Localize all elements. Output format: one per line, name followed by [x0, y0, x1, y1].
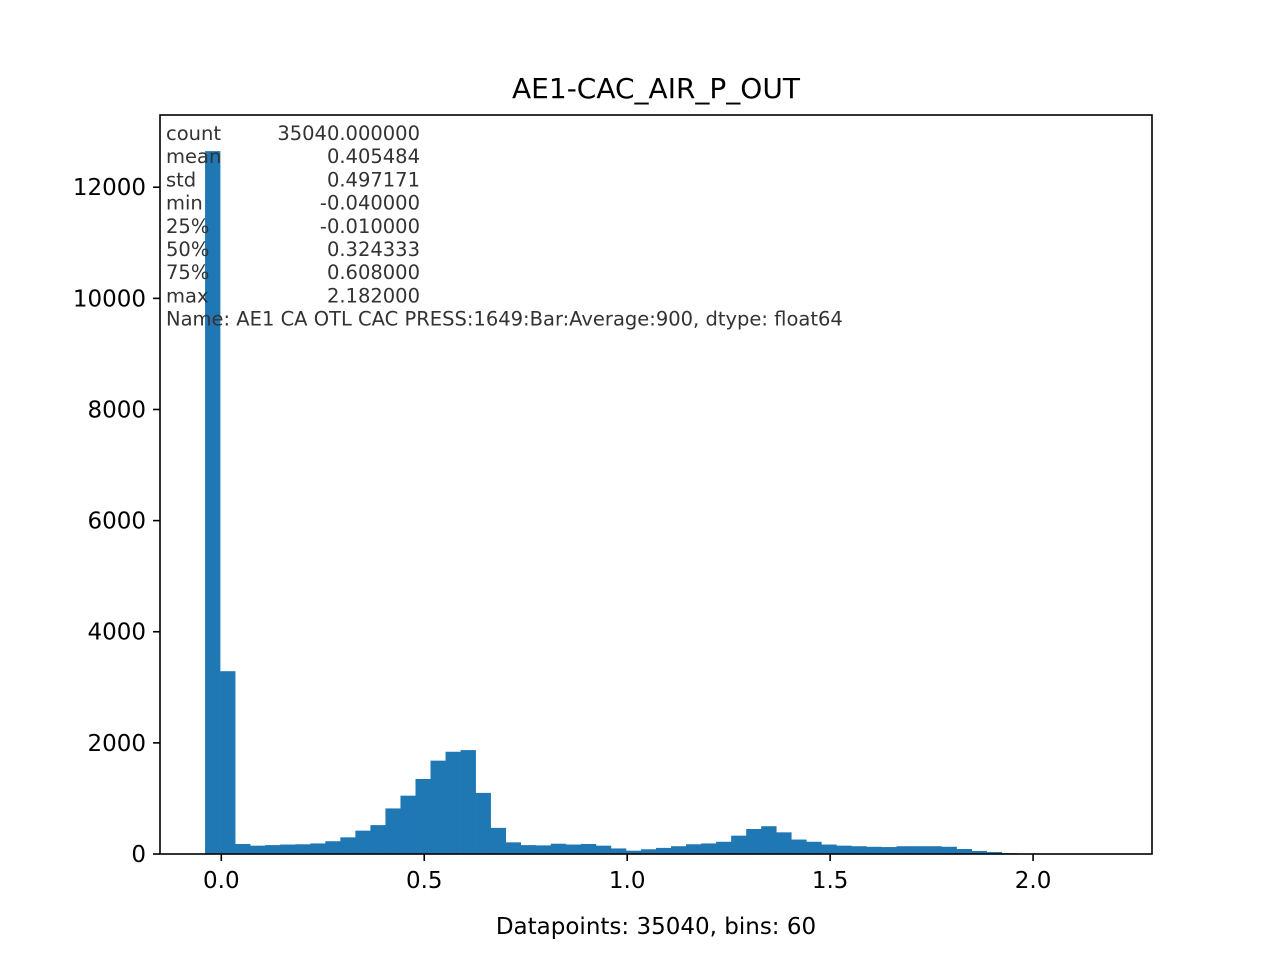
- histogram-bar: [701, 843, 717, 854]
- histogram-bar: [430, 760, 446, 854]
- histogram-bar: [235, 844, 251, 854]
- histogram-bar: [460, 750, 476, 854]
- histogram-bar: [415, 778, 431, 854]
- histogram-bar: [640, 849, 657, 854]
- y-tick-label: 4000: [87, 620, 146, 646]
- stats-label: max: [166, 284, 209, 307]
- histogram-bar: [400, 795, 416, 854]
- histogram-bar: [355, 830, 371, 854]
- histogram-bar: [310, 843, 326, 854]
- y-tick-label: 2000: [87, 731, 146, 757]
- histogram-bar: [716, 841, 732, 854]
- histogram-bar: [971, 850, 987, 854]
- histogram-bar: [250, 845, 266, 854]
- stats-label: mean: [166, 145, 221, 168]
- y-tick-label: 0: [131, 842, 146, 868]
- x-tick-label: 2.0: [1015, 868, 1052, 894]
- stats-value: 35040.000000: [277, 122, 420, 145]
- histogram-bar: [370, 825, 386, 854]
- histogram-bar: [475, 792, 491, 854]
- x-tick-label: 0.0: [203, 868, 240, 894]
- stats-value: -0.040000: [320, 192, 420, 215]
- histogram-bar: [806, 841, 822, 854]
- histogram-bar: [205, 151, 221, 854]
- histogram-bar: [836, 845, 852, 854]
- histogram-bar: [265, 845, 281, 854]
- histogram-bar: [821, 844, 837, 854]
- stats-label: count: [166, 122, 221, 145]
- histogram-bar: [325, 841, 341, 854]
- histogram-bar: [565, 844, 582, 854]
- y-axis: 0 2000 4000 6000 8000 10000 12000: [73, 175, 160, 868]
- histogram-bar: [295, 844, 311, 854]
- histogram-bar: [731, 835, 747, 854]
- histogram-bar: [746, 829, 762, 854]
- x-axis-label: Datapoints: 35040, bins: 60: [496, 914, 816, 940]
- histogram-bar: [445, 751, 461, 854]
- chart-title: AE1-CAC_AIR_P_OUT: [512, 72, 801, 105]
- histogram-bar: [941, 846, 957, 854]
- stats-label: std: [166, 168, 196, 191]
- histogram-bar: [280, 844, 296, 854]
- histogram-bar: [625, 850, 642, 854]
- histogram-bar: [490, 827, 506, 854]
- y-tick-label: 8000: [87, 397, 146, 423]
- stats-value: 0.405484: [327, 145, 420, 168]
- plot-frame: [159, 114, 1153, 855]
- stats-label: 25%: [166, 215, 209, 238]
- histogram-bar: [220, 671, 236, 854]
- histogram-bar: [656, 847, 672, 854]
- y-tick-label: 10000: [73, 286, 146, 312]
- histogram-bar: [550, 843, 567, 854]
- histogram-bar: [671, 846, 687, 854]
- x-tick-label: 0.5: [406, 868, 443, 894]
- histogram-bar: [866, 846, 882, 854]
- x-tick-label: 1.5: [812, 868, 849, 894]
- histogram-bar: [986, 852, 1003, 854]
- histogram-bar: [881, 847, 897, 854]
- histogram-bar: [686, 844, 702, 854]
- histogram-bar: [896, 846, 912, 854]
- histogram-bar: [520, 845, 537, 854]
- stats-label: 50%: [166, 238, 209, 261]
- histogram-bar: [610, 848, 627, 854]
- histogram-bars: [205, 151, 1108, 854]
- histogram-bar: [791, 839, 807, 854]
- stats-label: 75%: [166, 261, 209, 284]
- histogram-bar: [911, 846, 927, 854]
- y-tick-label: 6000: [87, 509, 146, 535]
- stats-footer: Name: AE1 CA OTL CAC PRESS:1649:Bar:Aver…: [166, 308, 843, 331]
- histogram-bar: [505, 842, 522, 854]
- stats-value: 0.324333: [327, 238, 420, 261]
- stats-value: 0.497171: [327, 168, 420, 191]
- histogram-bar: [776, 832, 792, 854]
- histogram-bar: [761, 826, 777, 854]
- x-axis: 0.0 0.5 1.0 1.5 2.0: [203, 854, 1051, 894]
- histogram-bar: [535, 845, 552, 854]
- histogram-bar: [595, 845, 612, 854]
- stats-value: 0.608000: [327, 261, 420, 284]
- y-tick-label: 12000: [73, 175, 146, 201]
- stats-value: -0.010000: [320, 215, 420, 238]
- x-tick-label: 1.0: [609, 868, 646, 894]
- histogram-bar: [956, 849, 972, 854]
- histogram-bar: [385, 808, 401, 854]
- histogram-bar: [926, 846, 942, 854]
- histogram-bar: [851, 846, 867, 854]
- histogram-bar: [340, 837, 356, 854]
- stats-annotation: count 35040.000000 mean 0.405484 std 0.497171…: [166, 122, 843, 331]
- stats-label: min: [166, 192, 203, 215]
- stats-value: 2.182000: [327, 284, 420, 307]
- histogram-bar: [580, 844, 597, 854]
